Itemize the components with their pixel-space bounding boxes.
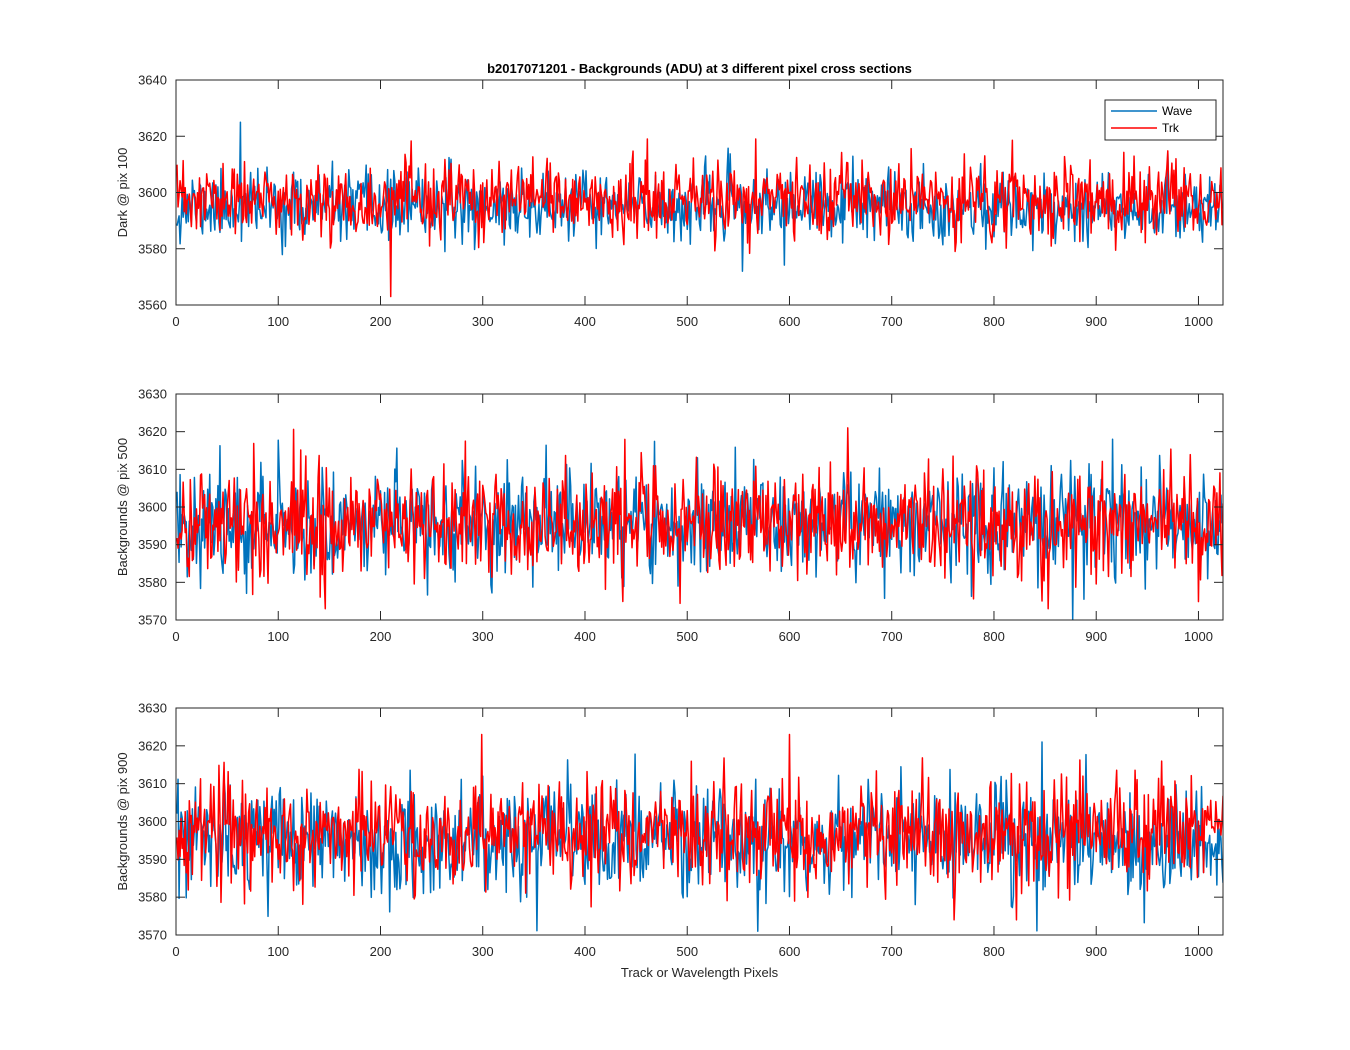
series-line-trk — [176, 138, 1223, 298]
x-tick-label: 500 — [676, 314, 698, 329]
x-tick-label: 600 — [779, 629, 801, 644]
y-axis-label: Backgrounds @ pix 500 — [115, 438, 130, 576]
y-tick-label: 3600 — [138, 814, 167, 829]
y-axis-label: Backgrounds @ pix 900 — [115, 752, 130, 890]
x-tick-label: 1000 — [1184, 944, 1213, 959]
x-tick-label: 1000 — [1184, 314, 1213, 329]
x-tick-label: 400 — [574, 629, 596, 644]
x-tick-label: 800 — [983, 629, 1005, 644]
x-tick-label: 700 — [881, 314, 903, 329]
x-tick-label: 0 — [172, 629, 179, 644]
y-tick-label: 3570 — [138, 613, 167, 628]
y-tick-label: 3640 — [138, 73, 167, 88]
legend: Wave Trk — [1104, 99, 1217, 141]
y-tick-label: 3610 — [138, 462, 167, 477]
x-tick-label: 100 — [267, 944, 289, 959]
y-tick-label: 3610 — [138, 776, 167, 791]
x-tick-label: 200 — [370, 944, 392, 959]
y-tick-label: 3620 — [138, 738, 167, 753]
y-tick-label: 3590 — [138, 852, 167, 867]
y-axis-label: Dark @ pix 100 — [115, 148, 130, 238]
x-tick-label: 600 — [779, 944, 801, 959]
y-tick-label: 3580 — [138, 241, 167, 256]
legend-box — [1104, 99, 1217, 141]
x-tick-label: 700 — [881, 944, 903, 959]
y-tick-label: 3580 — [138, 890, 167, 905]
x-tick-label: 300 — [472, 629, 494, 644]
series-line-trk — [176, 427, 1223, 610]
x-tick-label: 300 — [472, 314, 494, 329]
legend-label-trk: Trk — [1162, 121, 1180, 135]
subplot-2: 0 100 200 300 400 500 600 700 800 900 1000 3570 3580… — [115, 387, 1224, 644]
x-tick-label: 1000 — [1184, 629, 1213, 644]
y-tick-label: 3620 — [138, 129, 167, 144]
x-tick-label: 500 — [676, 944, 698, 959]
y-tick-label: 3560 — [138, 298, 167, 313]
x-tick-label: 800 — [983, 944, 1005, 959]
x-tick-label: 900 — [1085, 314, 1107, 329]
y-tick-label: 3620 — [138, 424, 167, 439]
x-tick-label: 300 — [472, 944, 494, 959]
y-tick-label: 3630 — [138, 701, 167, 716]
y-tick-label: 3600 — [138, 185, 167, 200]
x-tick-label: 0 — [172, 314, 179, 329]
x-tick-label: 100 — [267, 314, 289, 329]
x-tick-label: 400 — [574, 944, 596, 959]
x-tick-label: 900 — [1085, 629, 1107, 644]
y-tick-label: 3600 — [138, 500, 167, 515]
y-tick-label: 3580 — [138, 575, 167, 590]
chart-title: b2017071201 - Backgrounds (ADU) at 3 dif… — [487, 61, 912, 76]
x-tick-label: 700 — [881, 629, 903, 644]
legend-label-wave: Wave — [1162, 104, 1193, 118]
y-tick-label: 3630 — [138, 387, 167, 402]
x-tick-label: 400 — [574, 314, 596, 329]
x-tick-label: 200 — [370, 314, 392, 329]
x-tick-label: 100 — [267, 629, 289, 644]
subplot-3: 0 100 200 300 400 500 600 700 800 900 1000 3570 3580… — [115, 701, 1224, 959]
x-tick-label: 200 — [370, 629, 392, 644]
x-tick-label: 600 — [779, 314, 801, 329]
series-line-trk — [176, 733, 1223, 921]
x-tick-label: 0 — [172, 944, 179, 959]
x-axis-label: Track or Wavelength Pixels — [621, 965, 779, 980]
subplot-1: 0 100 200 300 400 500 600 700 800 900 1000 3560 3580… — [115, 73, 1224, 329]
y-tick-label: 3570 — [138, 928, 167, 943]
x-tick-label: 900 — [1085, 944, 1107, 959]
x-tick-label: 500 — [676, 629, 698, 644]
x-tick-label: 800 — [983, 314, 1005, 329]
y-tick-label: 3590 — [138, 537, 167, 552]
